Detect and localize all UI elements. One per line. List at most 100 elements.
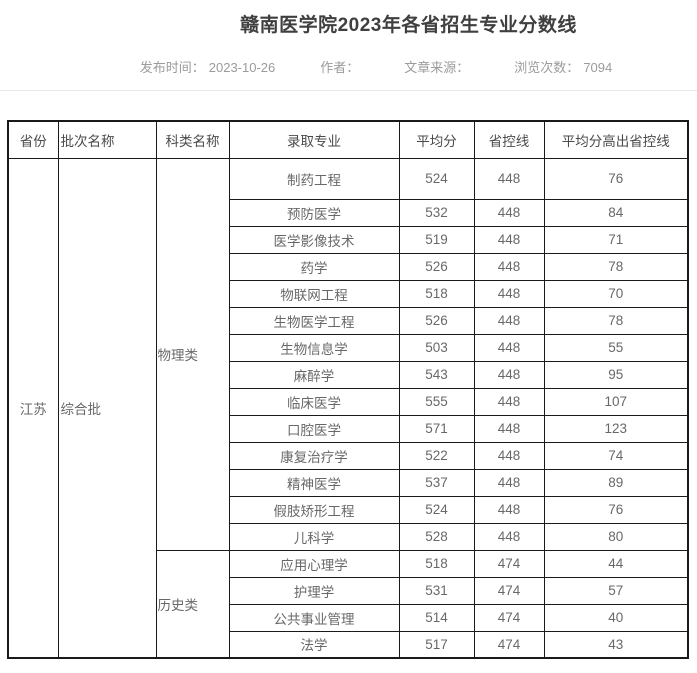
table-row: 历史类 应用心理学 518 474 44 xyxy=(8,549,689,659)
cell-major: 医学影像技术 xyxy=(228,225,400,254)
col-header-control-line: 省控线 xyxy=(473,120,545,159)
cell-diff: 70 xyxy=(543,279,689,308)
cell-diff: 43 xyxy=(543,630,689,659)
cell-major: 制药工程 xyxy=(228,157,400,200)
cell-major: 护理学 xyxy=(228,576,400,605)
author: 作者： xyxy=(320,59,359,77)
cell-control-line: 474 xyxy=(473,576,545,605)
cell-major: 精神医学 xyxy=(228,468,400,497)
col-header-province: 省份 xyxy=(7,120,59,159)
view-count: 浏览次数： 7094 xyxy=(514,59,612,77)
cell-control-line: 448 xyxy=(473,495,545,524)
table-row: 生物信息学 503 448 55 xyxy=(8,333,689,362)
cell-avg-score: 526 xyxy=(398,306,475,335)
cell-control-line: 448 xyxy=(473,522,545,551)
cell-diff: 78 xyxy=(543,252,689,281)
cell-diff: 44 xyxy=(543,549,689,578)
cell-major: 麻醉学 xyxy=(228,360,400,389)
col-header-major: 录取专业 xyxy=(228,120,400,159)
cell-diff: 40 xyxy=(543,603,689,632)
cell-major: 生物信息学 xyxy=(228,333,400,362)
cell-major: 假肢矫形工程 xyxy=(228,495,400,524)
cell-avg-score: 524 xyxy=(398,495,475,524)
cell-avg-score: 518 xyxy=(398,279,475,308)
table-row: 物联网工程 518 448 70 xyxy=(8,279,689,308)
col-header-category: 科类名称 xyxy=(155,120,230,159)
cell-control-line: 448 xyxy=(473,360,545,389)
cell-control-line: 448 xyxy=(473,157,545,200)
cell-diff: 80 xyxy=(543,522,689,551)
cell-major: 物联网工程 xyxy=(228,279,400,308)
table-row: 江苏 综合批 物理类 制药工程 524 448 76 xyxy=(7,157,689,659)
cell-diff: 57 xyxy=(543,576,689,605)
table-row: 医学影像技术 519 448 71 xyxy=(8,225,689,254)
cell-avg-score: 514 xyxy=(398,603,475,632)
cell-major: 临床医学 xyxy=(228,387,400,416)
publish-time: 发布时间： 2023-10-26 xyxy=(140,59,276,77)
article-meta: 发布时间： 2023-10-26 作者： 文章来源： 浏览次数： 7094 xyxy=(0,59,697,77)
cell-avg-score: 543 xyxy=(398,360,475,389)
cell-major: 生物医学工程 xyxy=(228,306,400,335)
cell-diff: 84 xyxy=(543,198,689,227)
admission-scores-table: 省份 批次名称 科类名称 录取专业 平均分 省控线 平均分高出省控线 江苏 综合批… xyxy=(7,120,689,659)
cell-diff: 76 xyxy=(543,157,689,200)
cell-major: 药学 xyxy=(228,252,400,281)
cell-diff: 76 xyxy=(543,495,689,524)
cell-batch: 综合批 xyxy=(57,157,157,659)
author-label: 作者： xyxy=(320,60,360,75)
cell-avg-score: 526 xyxy=(398,252,475,281)
page-title: 赣南医学院2023年各省招生专业分数线 xyxy=(240,15,577,36)
cell-diff: 71 xyxy=(543,225,689,254)
cell-avg-score: 503 xyxy=(398,333,475,362)
cell-control-line: 448 xyxy=(473,387,545,416)
cell-avg-score: 537 xyxy=(398,468,475,497)
cell-province: 江苏 xyxy=(7,157,59,659)
view-count-value: 7094 xyxy=(583,60,613,75)
article-source-label: 文章来源： xyxy=(404,60,470,75)
cell-avg-score: 522 xyxy=(398,441,475,470)
table-row: 精神医学 537 448 89 xyxy=(8,468,689,497)
cell-diff: 95 xyxy=(543,360,689,389)
cell-major: 法学 xyxy=(228,630,400,659)
cell-avg-score: 528 xyxy=(398,522,475,551)
cell-control-line: 474 xyxy=(473,549,545,578)
cell-diff: 78 xyxy=(543,306,689,335)
table-row: 药学 526 448 78 xyxy=(8,252,689,281)
table-body: 江苏 综合批 物理类 制药工程 524 448 76 预防医学 532 448 84 医学影像技术 51… xyxy=(7,157,689,659)
cell-control-line: 474 xyxy=(473,630,545,659)
cell-control-line: 474 xyxy=(473,603,545,632)
table-row: 法学 517 474 43 xyxy=(8,630,689,659)
table-header-row: 省份 批次名称 科类名称 录取专业 平均分 省控线 平均分高出省控线 xyxy=(7,120,689,159)
table-row: 假肢矫形工程 524 448 76 xyxy=(8,495,689,524)
cell-diff: 123 xyxy=(543,414,689,443)
cell-avg-score: 524 xyxy=(398,157,475,200)
cell-avg-score: 519 xyxy=(398,225,475,254)
cell-category: 历史类 xyxy=(155,549,230,659)
cell-control-line: 448 xyxy=(473,468,545,497)
col-header-avg-score: 平均分 xyxy=(398,120,475,159)
view-count-label: 浏览次数： xyxy=(514,60,580,75)
cell-control-line: 448 xyxy=(473,333,545,362)
cell-avg-score: 571 xyxy=(398,414,475,443)
cell-major: 公共事业管理 xyxy=(228,603,400,632)
cell-category: 物理类 xyxy=(155,157,230,551)
cell-avg-score: 531 xyxy=(398,576,475,605)
cell-major: 应用心理学 xyxy=(228,549,400,578)
article-source: 文章来源： xyxy=(404,59,469,77)
col-header-batch: 批次名称 xyxy=(57,120,157,159)
table-row: 预防医学 532 448 84 xyxy=(8,198,689,227)
cell-control-line: 448 xyxy=(473,414,545,443)
publish-time-value: 2023-10-26 xyxy=(208,60,276,75)
cell-diff: 74 xyxy=(543,441,689,470)
cell-control-line: 448 xyxy=(473,306,545,335)
table-row: 临床医学 555 448 107 xyxy=(8,387,689,416)
cell-avg-score: 518 xyxy=(398,549,475,578)
cell-control-line: 448 xyxy=(473,252,545,281)
cell-control-line: 448 xyxy=(473,225,545,254)
cell-control-line: 448 xyxy=(473,198,545,227)
cell-avg-score: 532 xyxy=(398,198,475,227)
cell-diff: 55 xyxy=(543,333,689,362)
table-row: 麻醉学 543 448 95 xyxy=(8,360,689,389)
cell-diff: 107 xyxy=(543,387,689,416)
